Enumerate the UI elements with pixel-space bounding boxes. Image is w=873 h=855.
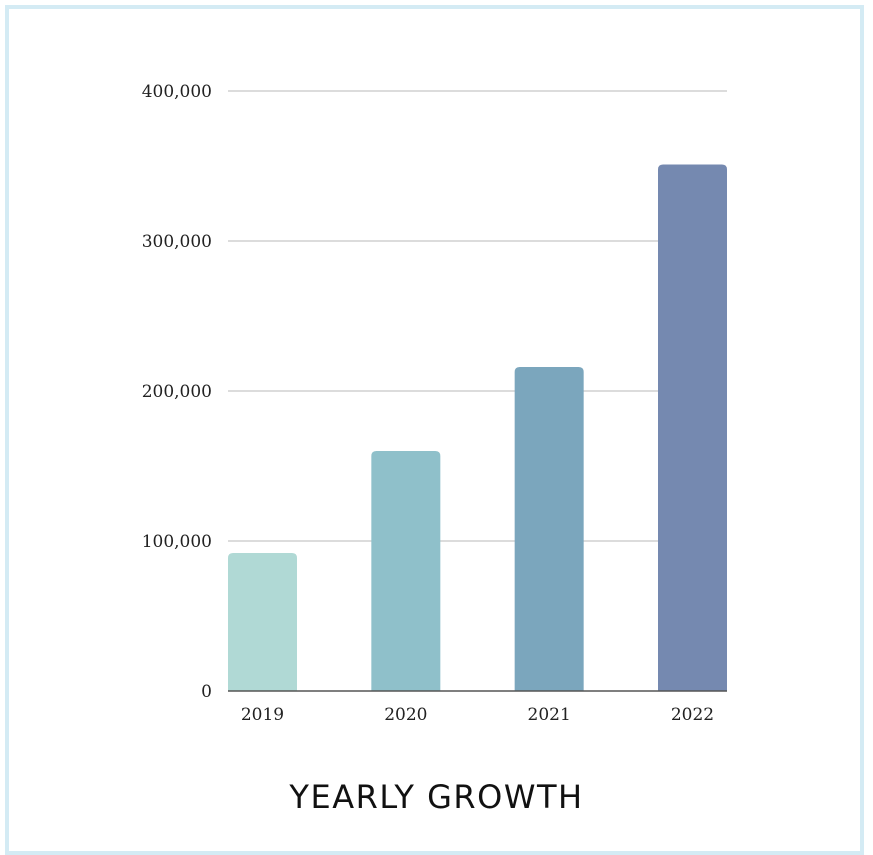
x-tick-label: 2021 [528,705,571,725]
bar-2021 [514,367,584,691]
x-axis-ticks: 2019 2020 2021 2022 [241,705,714,725]
y-tick-label: 200,000 [142,382,212,402]
chart-title: YEARLY GROWTH [289,778,584,816]
x-tick-label: 2022 [671,705,714,725]
y-axis-ticks: 0 100,000 200,000 300,000 400,000 [142,82,212,702]
gridlines [228,90,727,542]
y-tick-label: 100,000 [142,532,212,552]
y-tick-label: 0 [201,682,212,702]
bar-2020 [371,451,441,691]
x-tick-label: 2020 [384,705,427,725]
y-tick-label: 400,000 [142,82,212,102]
x-tick-label: 2019 [241,705,284,725]
y-tick-label: 300,000 [142,232,212,252]
bar-2019 [228,553,297,691]
bars [228,164,727,691]
bar-2022 [658,164,727,691]
